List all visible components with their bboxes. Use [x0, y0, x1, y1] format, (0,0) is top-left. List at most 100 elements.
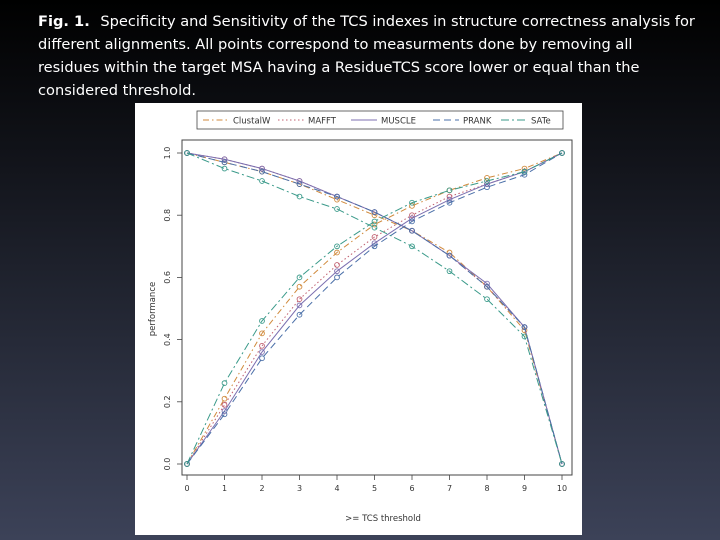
data-point-muscle: [296, 178, 303, 184]
data-point-muscle: [259, 349, 265, 355]
data-point-sate: [409, 199, 415, 206]
x-tick-label: 1: [222, 484, 227, 493]
data-point-prank: [446, 252, 453, 259]
data-point-prank: [259, 168, 265, 175]
data-point-mafft: [446, 193, 453, 200]
x-tick-label: 0: [184, 484, 189, 493]
y-axis-title: performance: [148, 282, 158, 336]
legend-label-clustalw: ClustalW: [233, 117, 271, 127]
series-line-muscle-sensitivity: [186, 152, 563, 465]
series-line-muscle-specificity: [186, 152, 563, 465]
data-point-prank: [484, 283, 490, 290]
series-line-clustalw-specificity: [186, 152, 563, 465]
data-point-clustalw: [521, 165, 528, 172]
data-point-sate: [221, 380, 228, 386]
data-point-muscle: [446, 196, 453, 203]
x-axis-title: >= TCS threshold: [345, 514, 421, 524]
data-point-clustalw: [259, 330, 265, 337]
y-tick-label: 0.8: [163, 209, 172, 222]
data-point-prank: [484, 184, 490, 191]
data-point-prank: [296, 181, 303, 187]
data-point-sate: [259, 318, 265, 324]
data-point-prank: [221, 411, 228, 418]
legend-label-muscle: MUSCLE: [381, 117, 416, 127]
y-tick-label: 0.2: [163, 395, 172, 408]
data-point-clustalw: [371, 212, 378, 219]
x-tick-label: 5: [372, 484, 377, 493]
x-tick-label: 4: [334, 484, 339, 493]
data-point-prank: [446, 199, 453, 206]
data-point-sate: [446, 268, 453, 275]
data-point-clustalw: [409, 203, 415, 209]
data-point-muscle: [296, 302, 303, 309]
x-tick-label: 6: [409, 484, 414, 493]
y-tick-label: 0.0: [163, 458, 172, 471]
data-point-mafft: [296, 296, 303, 303]
data-point-clustalw: [296, 283, 303, 290]
data-point-clustalw: [371, 221, 378, 228]
data-point-prank: [409, 218, 415, 225]
data-point-sate: [184, 150, 190, 156]
series-line-clustalw-sensitivity: [186, 152, 563, 465]
data-point-sate: [334, 206, 340, 212]
x-tick-label: 10: [557, 484, 567, 493]
series-line-sate-specificity: [186, 152, 563, 465]
data-point-clustalw: [484, 175, 490, 181]
figure-caption: Fig. 1. Specificity and Sensitivity of t…: [38, 10, 698, 102]
line-chart: ClustalW MAFFT MUSCLE PRANK SATe 0 1 2 3 4 5 6 7 8 9 10…: [148, 110, 573, 524]
x-tick-label: 8: [484, 484, 489, 493]
data-point-sate: [184, 461, 190, 467]
legend-box: [196, 110, 564, 130]
y-tick-label: 0.4: [163, 333, 172, 346]
data-point-sate: [521, 333, 528, 340]
data-point-sate: [296, 193, 303, 200]
data-point-sate: [559, 150, 565, 156]
data-point-sate: [296, 274, 303, 281]
data-point-mafft: [259, 342, 265, 349]
data-point-prank: [371, 209, 378, 215]
data-point-sate: [259, 178, 265, 184]
data-point-prank: [521, 171, 528, 178]
data-point-sate: [371, 218, 378, 225]
data-point-muscle: [409, 215, 415, 222]
data-point-prank: [409, 227, 415, 234]
data-point-prank: [296, 311, 303, 318]
data-point-sate: [371, 224, 378, 231]
data-point-clustalw: [334, 196, 340, 203]
data-point-prank: [259, 355, 265, 362]
legend-label-sate: SATe: [531, 117, 551, 127]
data-point-muscle: [221, 156, 228, 163]
data-point-prank: [371, 243, 378, 250]
data-point-muscle: [334, 268, 340, 275]
data-point-clustalw: [334, 249, 340, 256]
data-point-mafft: [409, 212, 415, 219]
x-tick-label: 3: [297, 484, 302, 493]
data-point-prank: [221, 159, 228, 166]
x-tick-label: 2: [259, 484, 264, 493]
data-point-prank: [334, 274, 340, 281]
data-point-sate: [409, 243, 415, 250]
data-point-muscle: [371, 240, 378, 247]
legend-label-mafft: MAFFT: [308, 117, 337, 127]
y-tick-label: 1.0: [163, 147, 172, 160]
data-point-mafft: [221, 402, 228, 408]
series-line-mafft-sensitivity: [186, 152, 563, 465]
y-tick-label: 0.6: [163, 271, 172, 284]
data-point-sate: [484, 296, 490, 303]
series-line-prank-sensitivity: [186, 152, 563, 465]
data-point-clustalw: [446, 249, 453, 256]
data-point-muscle: [259, 165, 265, 172]
caption-label: Fig. 1.: [38, 13, 90, 30]
chart-figure: ClustalW MAFFT MUSCLE PRANK SATe 0 1 2 3 4 5 6 7 8 9 10…: [135, 103, 582, 535]
x-tick-label: 7: [447, 484, 452, 493]
data-point-sate: [521, 168, 528, 175]
data-point-sate: [221, 165, 228, 172]
plot-frame: [181, 139, 573, 476]
data-point-muscle: [484, 280, 490, 287]
data-point-mafft: [334, 262, 340, 268]
data-point-clustalw: [221, 395, 228, 402]
data-point-sate: [446, 187, 453, 194]
data-point-prank: [521, 324, 528, 331]
data-point-prank: [334, 193, 340, 200]
data-point-muscle: [484, 181, 490, 187]
